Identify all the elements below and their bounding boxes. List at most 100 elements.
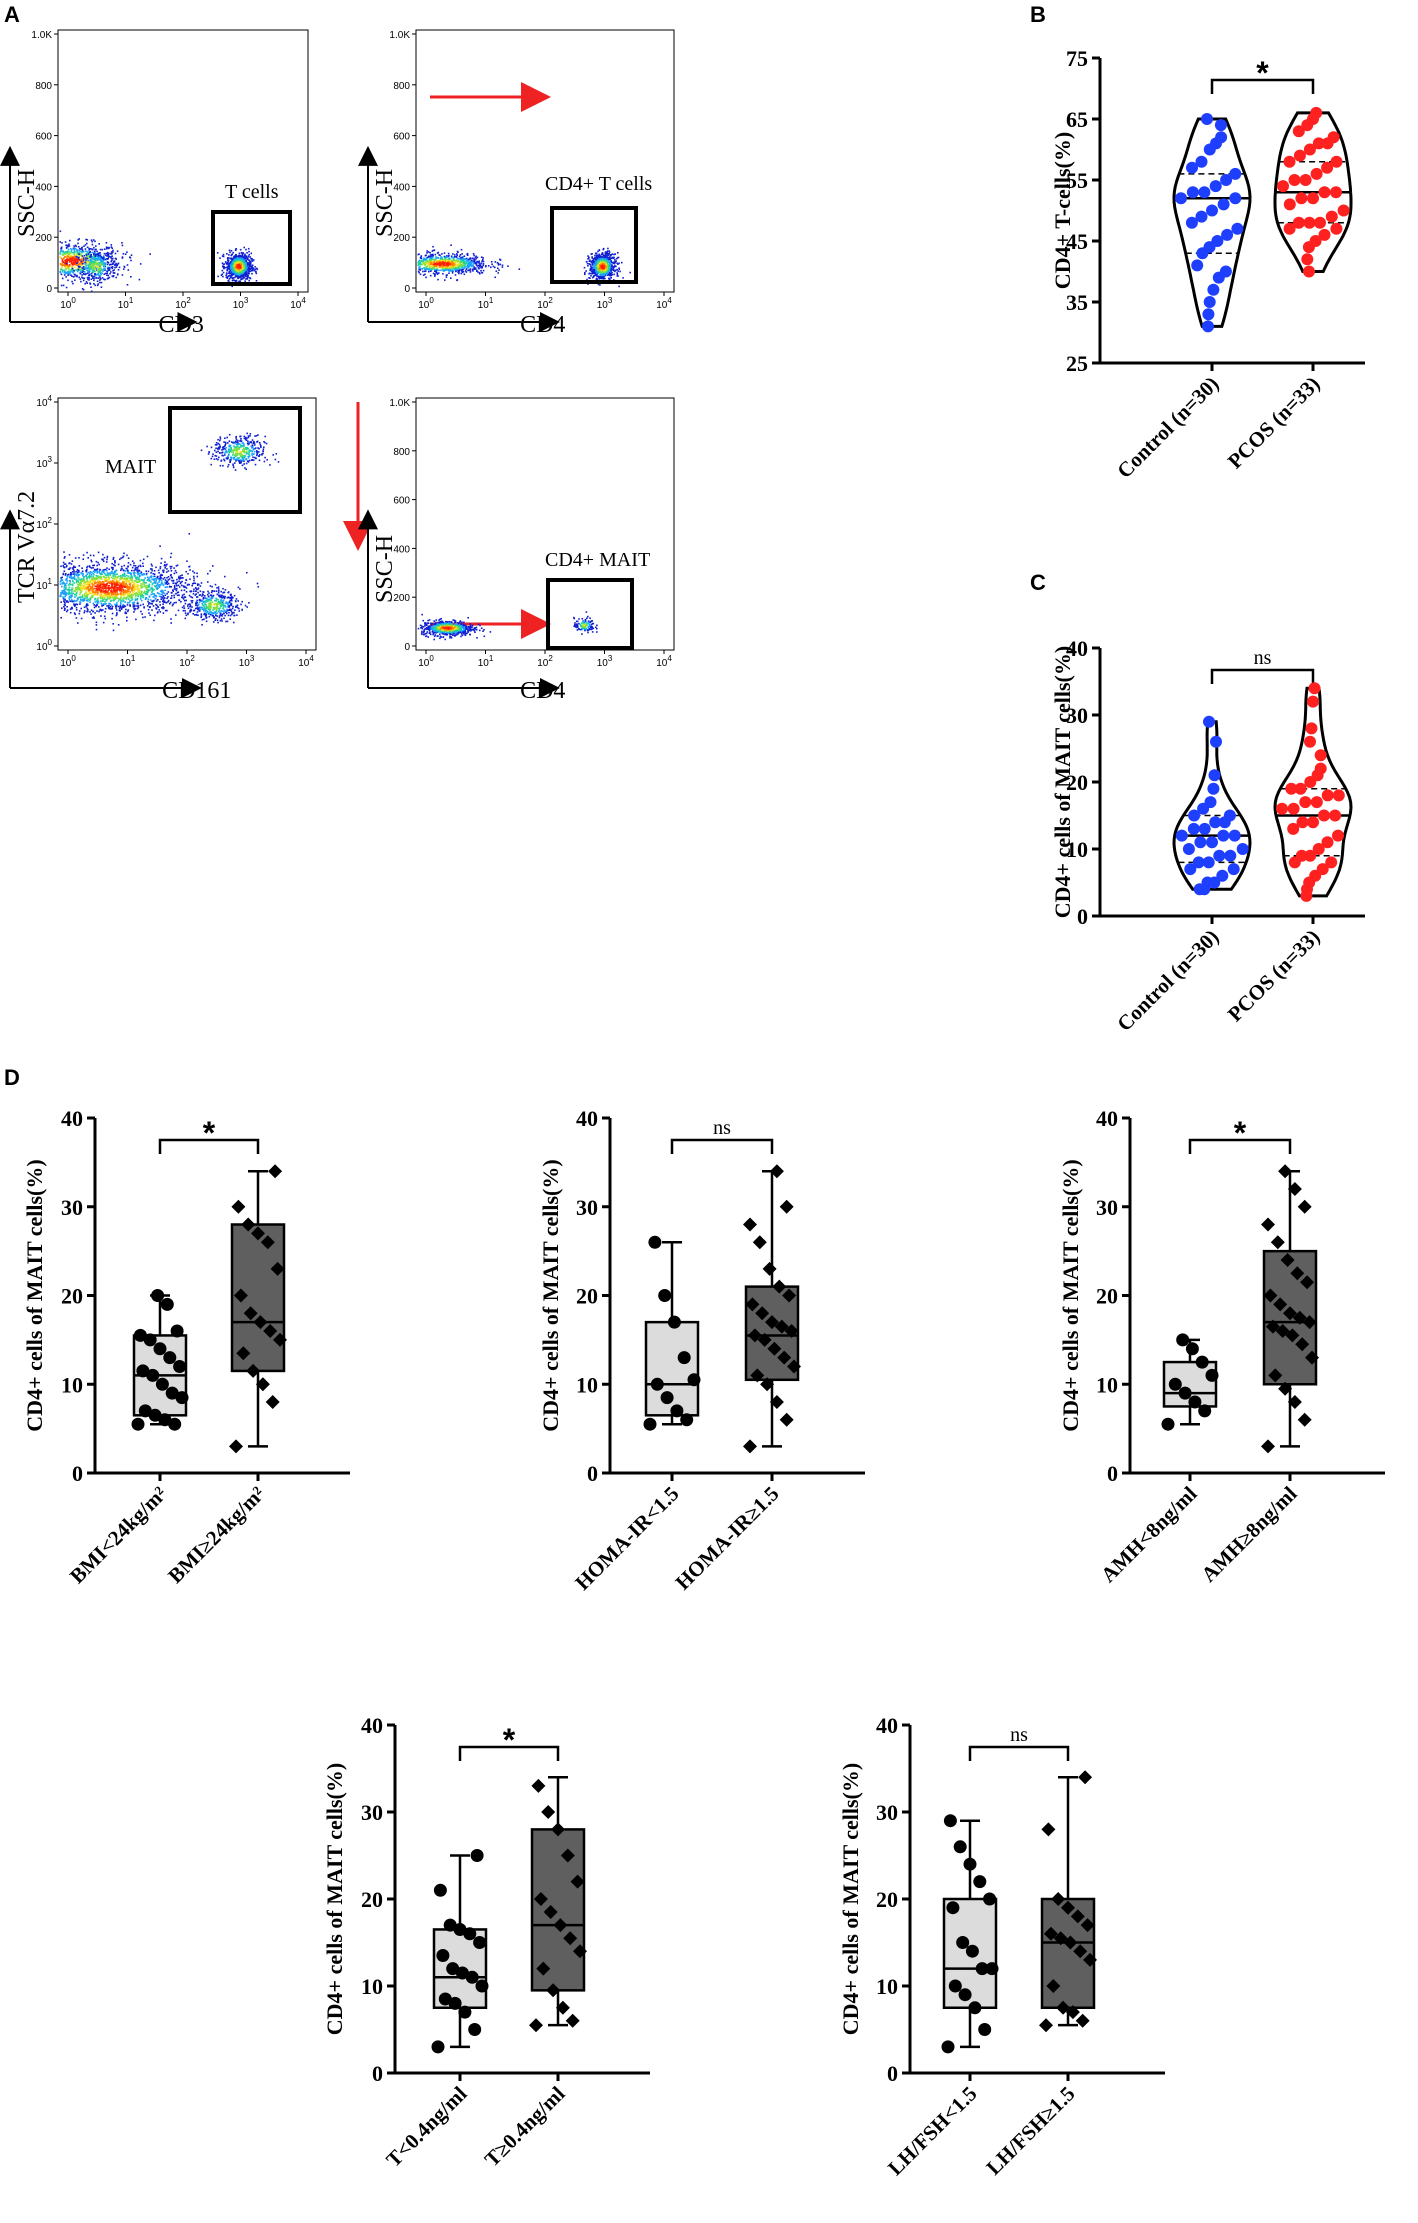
data-point [1083,1952,1097,1967]
data-point [570,1874,585,1889]
y-tick-label: 35 [1066,290,1088,315]
data-point [1229,167,1242,180]
data-point [1041,1822,1056,1837]
y-tick-label: 40 [876,1713,898,1738]
data-point [650,1377,664,1391]
series-t-0-4ng-ml [431,1849,489,2054]
data-point [1292,125,1305,138]
data-point [769,1395,784,1409]
x-tick-label: 100 [60,654,76,669]
x-axis-label: CD3 [159,312,204,338]
data-point [1161,1417,1175,1431]
x-tick-label: 101 [478,654,494,669]
data-point [767,1341,782,1356]
data-point [747,1328,762,1343]
significance-bracket [1210,78,1315,94]
data-point [958,1988,972,2002]
data-point [965,1944,979,1958]
data-point [1270,1235,1285,1250]
data-point [1309,235,1322,247]
violin-chart-c: 0 10 20 30 40 Control (n=30) PCOS (n=33) CD4+ c… [1050,636,1365,1036]
x-tick-label-pcos-n-33: PCOS (n=33) [1223,925,1325,1027]
data-point [1283,222,1296,235]
data-point [173,1360,187,1373]
data-point [1303,143,1316,156]
y-tick-label: 40 [1096,1106,1118,1131]
x-tick-label: 100 [418,296,434,311]
flow-plot-cd4-t-cells: 1.0K 800 600 400 200 0 100 101 102 103 104 SSC-H CD4… [358,29,675,338]
data-point [163,1351,177,1365]
data-point [1195,210,1208,223]
data-point [948,1979,962,1993]
x-tick-label-t-0-4ng-ml: T<0.4ng/ml [381,2081,471,2171]
data-point [433,1883,447,1897]
data-point [146,1368,160,1382]
data-point [941,2040,955,2054]
plot-frame [57,397,317,651]
data-point [1278,1381,1293,1396]
data-point [1078,1770,1093,1785]
data-point [270,1261,285,1276]
violin-outline [1273,111,1353,273]
data-point [1208,769,1221,782]
data-point [153,1342,167,1356]
data-point [769,1164,784,1179]
data-point [1325,856,1338,869]
data-point [677,1351,691,1365]
data-point [1283,198,1296,211]
data-point [1299,174,1312,186]
box-chart-testosterone: 0 10 20 30 40 T<0.4ng/ml T≥0.4ng/ml CD4+ cells … [322,1713,650,2172]
data-point [1219,265,1232,278]
data-point [1211,235,1224,247]
data-point [1273,1297,1288,1312]
plot-frame [415,397,675,651]
x-tick-label-control-n-30: Control (n=30) [1112,372,1223,483]
series-pcos-n-33 [1273,106,1353,278]
significance-bracket [1210,668,1315,684]
data-point [143,1333,157,1347]
data-point [448,1996,462,2010]
data-point [1307,192,1319,205]
x-tick-label-amh-8ng-ml: AMH≥8ng/ml [1196,1481,1301,1586]
y-tick-label: 10 [361,1974,383,1999]
x-tick-label: 101 [478,296,494,311]
data-point [973,1875,987,1889]
data-point [777,1350,792,1365]
data-point [1046,1979,1061,1993]
data-point [779,1412,794,1427]
data-point [774,1319,789,1334]
y-axis-label: CD4+ cells of MAIT cells(%) [838,1763,863,2035]
data-point [1295,1337,1310,1352]
series-lh-fsh-1-5 [1039,1770,1097,2033]
y-tick-label: 1.0K [389,398,410,409]
data-point [1053,1931,1068,1946]
y-tick-label: 30 [1096,1195,1118,1220]
data-point [1330,222,1343,235]
data-point [1310,106,1323,119]
data-point [175,1391,189,1405]
data-point [765,1315,779,1330]
data-point [1202,856,1215,869]
x-axis-label: CD161 [162,678,231,704]
data-point [1285,782,1298,795]
y-tick-label: 1.0K [31,30,52,41]
x-tick-label: 101 [120,654,136,669]
y-tick-label: 20 [1096,1284,1118,1309]
x-tick-label-t-0-4ng-ml: T≥0.4ng/ml [480,2081,570,2171]
data-point [1268,1368,1283,1383]
data-point [546,1983,561,1998]
data-point [1301,253,1314,266]
violin-outline [1172,117,1252,328]
data-point [475,1979,489,1993]
y-tick-label: 0 [1077,904,1088,929]
x-tick-label-lh-fsh-1-5: LH/FSH<1.5 [883,2082,981,2180]
data-point [1318,809,1330,822]
event-dots [417,244,631,288]
series-lh-fsh-1-5 [941,1814,999,2054]
y-axis-label: SSC-H [14,169,40,237]
data-point [468,2023,482,2036]
y-tick-label: 40 [61,1106,83,1131]
x-tick-label: 100 [60,296,76,311]
data-point [1056,2000,1071,2015]
